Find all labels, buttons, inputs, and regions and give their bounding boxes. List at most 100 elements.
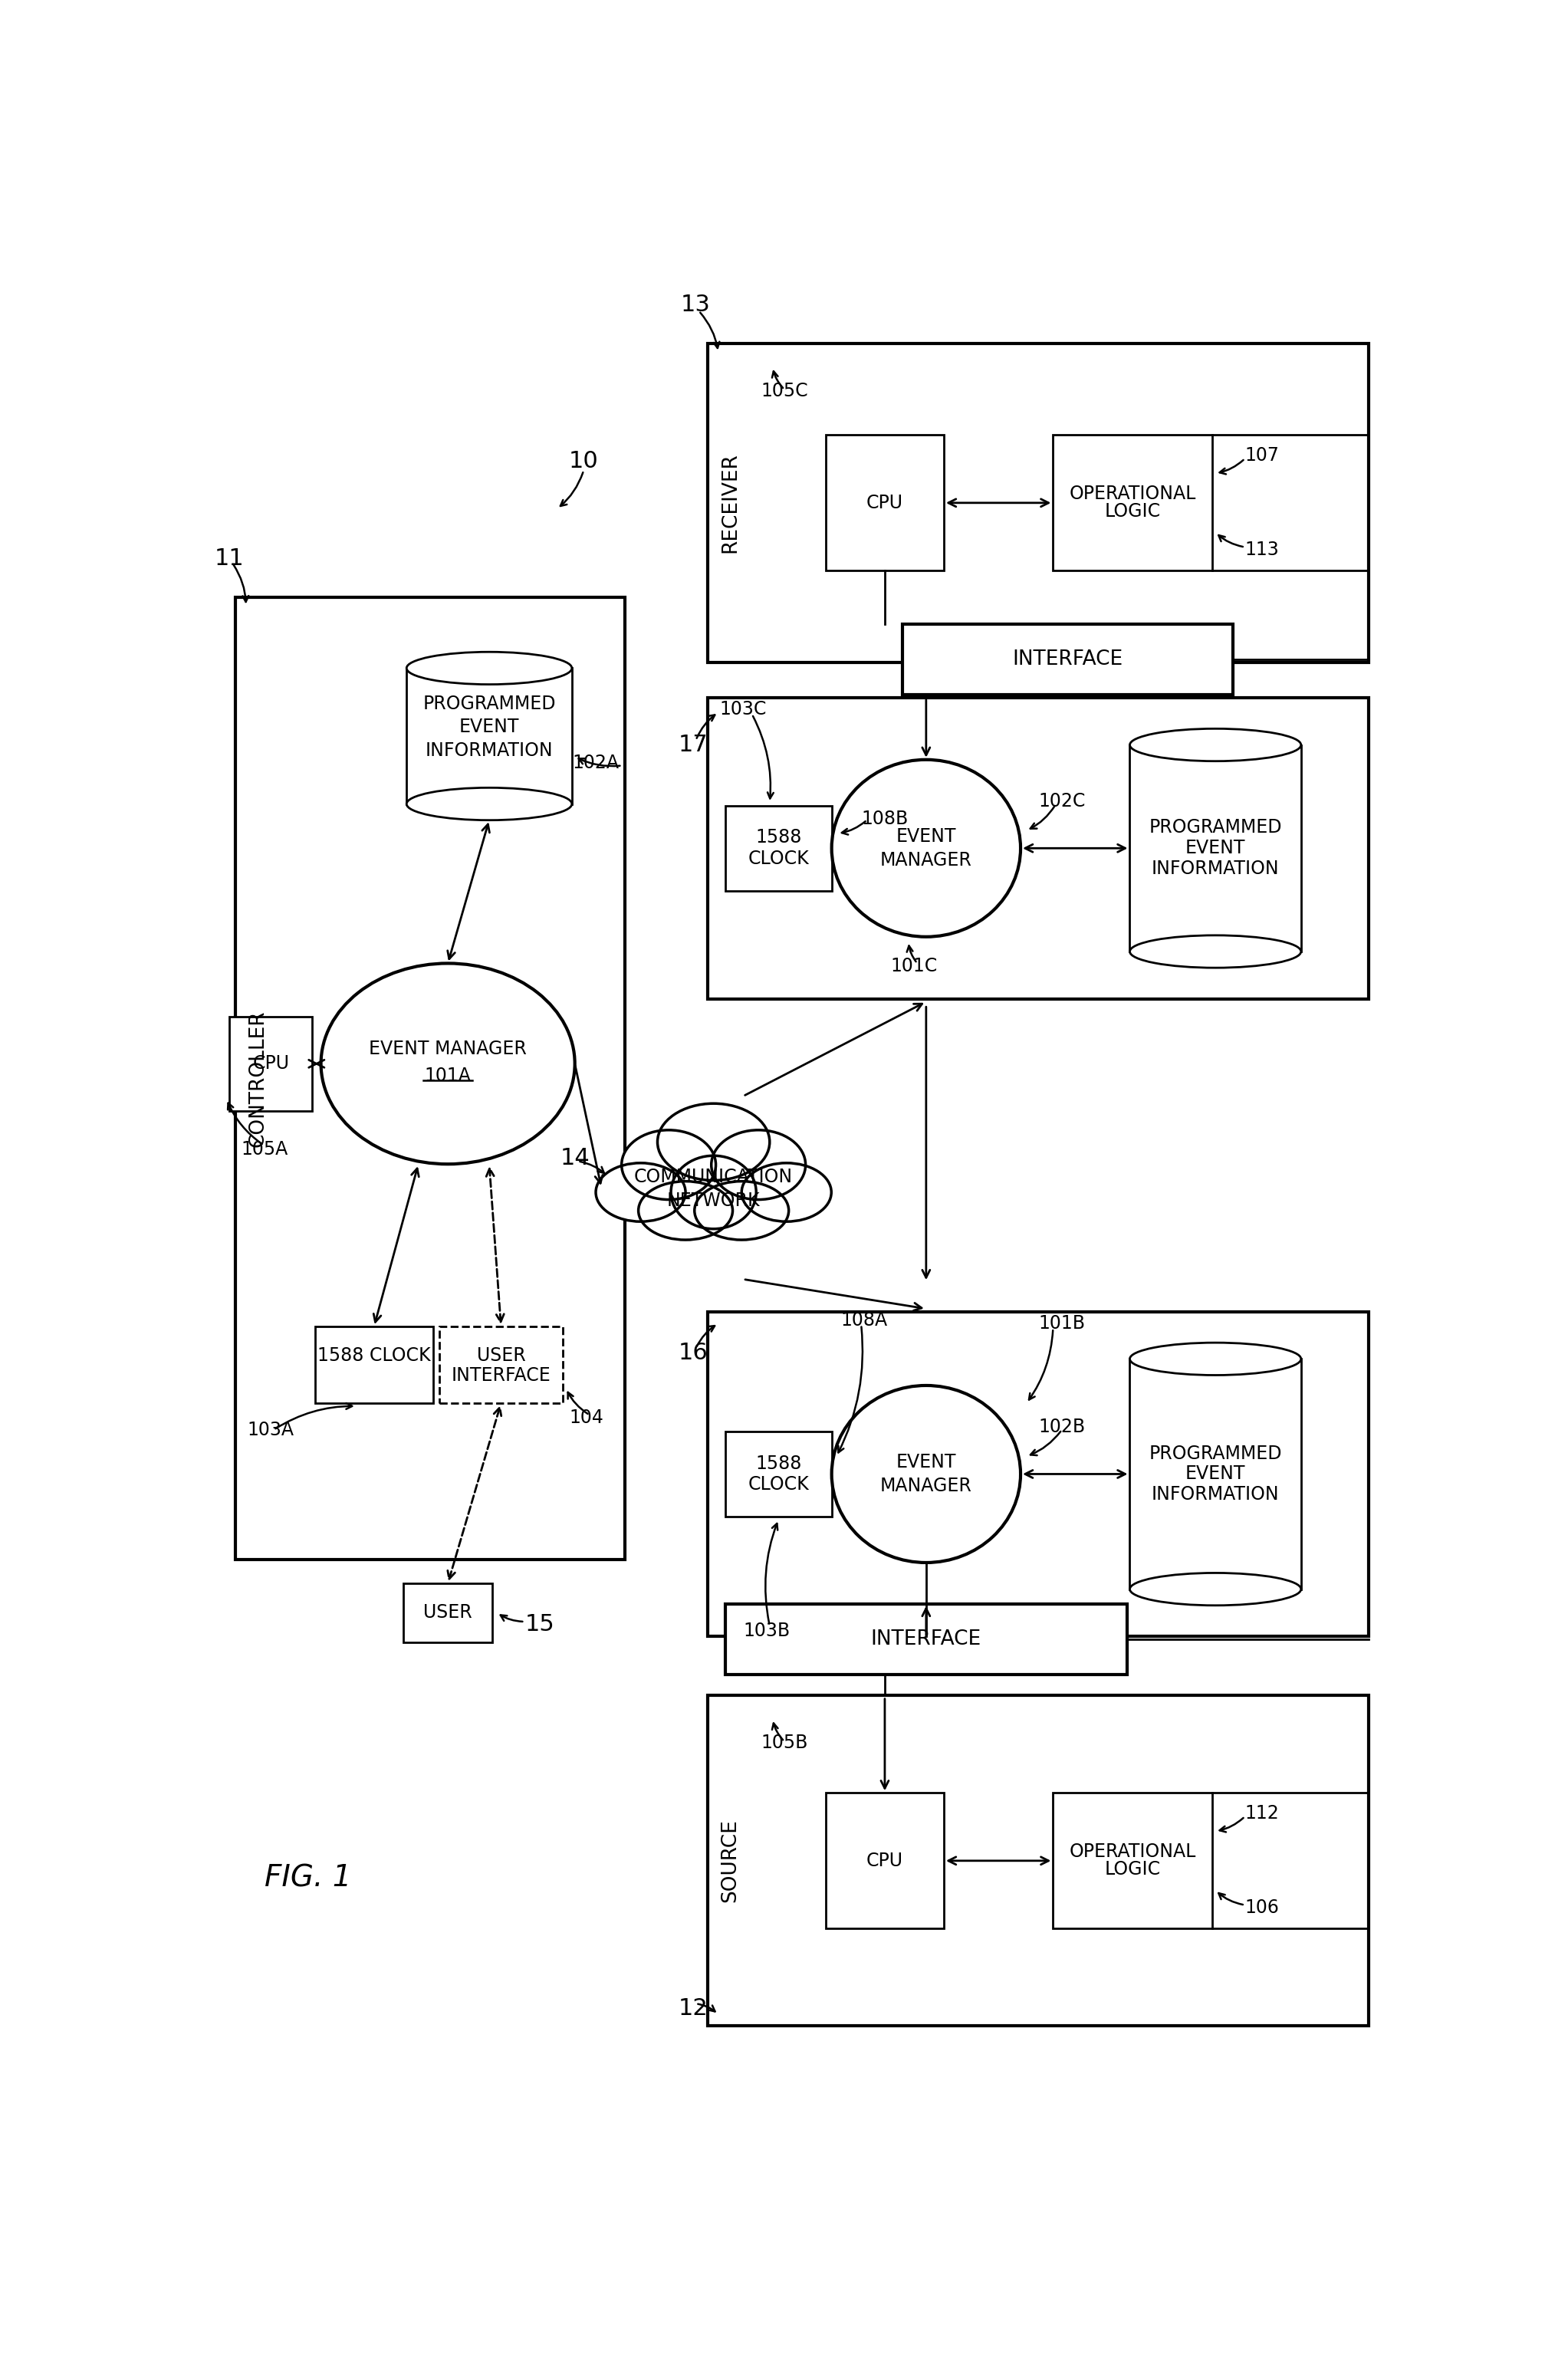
Text: CLOCK: CLOCK <box>748 851 809 867</box>
Text: 105A: 105A <box>241 1140 289 1159</box>
Text: 103B: 103B <box>743 1621 790 1640</box>
Ellipse shape <box>831 761 1021 936</box>
Bar <box>229 1017 312 1112</box>
Text: LOGIC: LOGIC <box>1105 502 1160 521</box>
Ellipse shape <box>695 1180 789 1240</box>
Bar <box>707 1311 1369 1635</box>
Text: 10: 10 <box>569 450 599 472</box>
Text: CONTROLLER: CONTROLLER <box>248 1010 268 1147</box>
Bar <box>1131 1344 1301 1590</box>
Text: OPERATIONAL: OPERATIONAL <box>1069 1844 1196 1860</box>
Text: 102B: 102B <box>1038 1417 1085 1436</box>
Text: CPU: CPU <box>867 1851 903 1870</box>
Bar <box>403 1583 492 1642</box>
Text: 101B: 101B <box>1038 1315 1085 1332</box>
Text: 112: 112 <box>1245 1804 1279 1823</box>
Text: FIG. 1: FIG. 1 <box>265 1863 351 1894</box>
Ellipse shape <box>1131 1344 1301 1375</box>
Ellipse shape <box>321 962 575 1164</box>
Ellipse shape <box>1131 728 1301 761</box>
Text: 101A: 101A <box>425 1066 472 1085</box>
Text: INFORMATION: INFORMATION <box>1151 860 1279 879</box>
Text: 17: 17 <box>677 735 707 756</box>
Bar <box>1054 1792 1212 1929</box>
Text: 15: 15 <box>525 1614 555 1635</box>
Text: 104: 104 <box>569 1408 604 1427</box>
Ellipse shape <box>1131 936 1301 967</box>
Text: EVENT: EVENT <box>1185 1465 1245 1484</box>
Text: 14: 14 <box>560 1147 590 1168</box>
Text: CPU: CPU <box>867 493 903 512</box>
Bar <box>726 1604 1127 1676</box>
Text: 103C: 103C <box>720 699 767 718</box>
Text: 1588: 1588 <box>756 829 801 846</box>
Text: 102C: 102C <box>1038 792 1085 811</box>
Text: EVENT: EVENT <box>895 827 956 846</box>
Bar <box>726 1431 831 1517</box>
Ellipse shape <box>406 787 572 820</box>
Text: PROGRAMMED: PROGRAMMED <box>423 694 555 713</box>
Bar <box>439 1327 563 1403</box>
Bar <box>903 623 1232 694</box>
Text: 16: 16 <box>677 1341 707 1365</box>
Text: 101C: 101C <box>891 957 938 976</box>
Bar <box>315 1327 433 1403</box>
Ellipse shape <box>831 1386 1021 1562</box>
Text: 105C: 105C <box>760 382 808 401</box>
Bar <box>726 806 831 891</box>
Text: 12: 12 <box>677 1998 707 2019</box>
Text: NETWORK: NETWORK <box>666 1192 760 1211</box>
Text: CLOCK: CLOCK <box>748 1477 809 1493</box>
Bar <box>235 597 626 1559</box>
Text: EVENT: EVENT <box>1185 839 1245 858</box>
Text: 105B: 105B <box>760 1732 808 1751</box>
Text: 106: 106 <box>1245 1898 1279 1917</box>
Text: INFORMATION: INFORMATION <box>1151 1486 1279 1505</box>
Text: INTERFACE: INTERFACE <box>1013 649 1123 668</box>
Bar <box>406 652 572 803</box>
Ellipse shape <box>657 1104 770 1180</box>
Text: EVENT: EVENT <box>459 718 519 737</box>
Text: 103A: 103A <box>248 1420 293 1439</box>
Text: SOURCE: SOURCE <box>720 1820 740 1903</box>
Text: PROGRAMMED: PROGRAMMED <box>1149 1443 1283 1462</box>
Text: INTERFACE: INTERFACE <box>870 1631 982 1650</box>
Text: MANAGER: MANAGER <box>880 851 972 870</box>
Ellipse shape <box>671 1157 756 1230</box>
Text: 1588 CLOCK: 1588 CLOCK <box>317 1346 431 1365</box>
Text: 108B: 108B <box>861 811 908 827</box>
Text: CPU: CPU <box>252 1055 289 1074</box>
Bar <box>826 436 944 571</box>
Text: 13: 13 <box>681 294 710 315</box>
Text: 108A: 108A <box>840 1311 887 1330</box>
Text: OPERATIONAL: OPERATIONAL <box>1069 486 1196 502</box>
Ellipse shape <box>406 652 572 685</box>
Bar <box>1054 436 1212 571</box>
Ellipse shape <box>621 1130 717 1199</box>
Text: EVENT: EVENT <box>895 1453 956 1472</box>
Text: INFORMATION: INFORMATION <box>425 742 554 761</box>
Text: 107: 107 <box>1245 446 1279 465</box>
Ellipse shape <box>742 1164 831 1221</box>
Bar <box>826 1792 944 1929</box>
Text: RECEIVER: RECEIVER <box>720 453 740 552</box>
Bar <box>707 697 1369 998</box>
Text: 102A: 102A <box>572 754 619 773</box>
Text: USER: USER <box>477 1346 525 1365</box>
Bar <box>1131 728 1301 950</box>
Bar <box>707 344 1369 661</box>
Text: COMMUNICATION: COMMUNICATION <box>633 1168 793 1187</box>
Text: USER: USER <box>423 1604 472 1621</box>
Text: EVENT MANAGER: EVENT MANAGER <box>368 1040 527 1057</box>
Ellipse shape <box>596 1164 685 1221</box>
Ellipse shape <box>1131 1574 1301 1604</box>
Text: 11: 11 <box>215 547 245 571</box>
Ellipse shape <box>638 1180 732 1240</box>
Text: 1588: 1588 <box>756 1455 801 1472</box>
Text: PROGRAMMED: PROGRAMMED <box>1149 818 1283 837</box>
Text: MANAGER: MANAGER <box>880 1477 972 1495</box>
Bar <box>707 1695 1369 2026</box>
Ellipse shape <box>712 1130 806 1199</box>
Text: 113: 113 <box>1245 540 1279 559</box>
Text: LOGIC: LOGIC <box>1105 1860 1160 1879</box>
